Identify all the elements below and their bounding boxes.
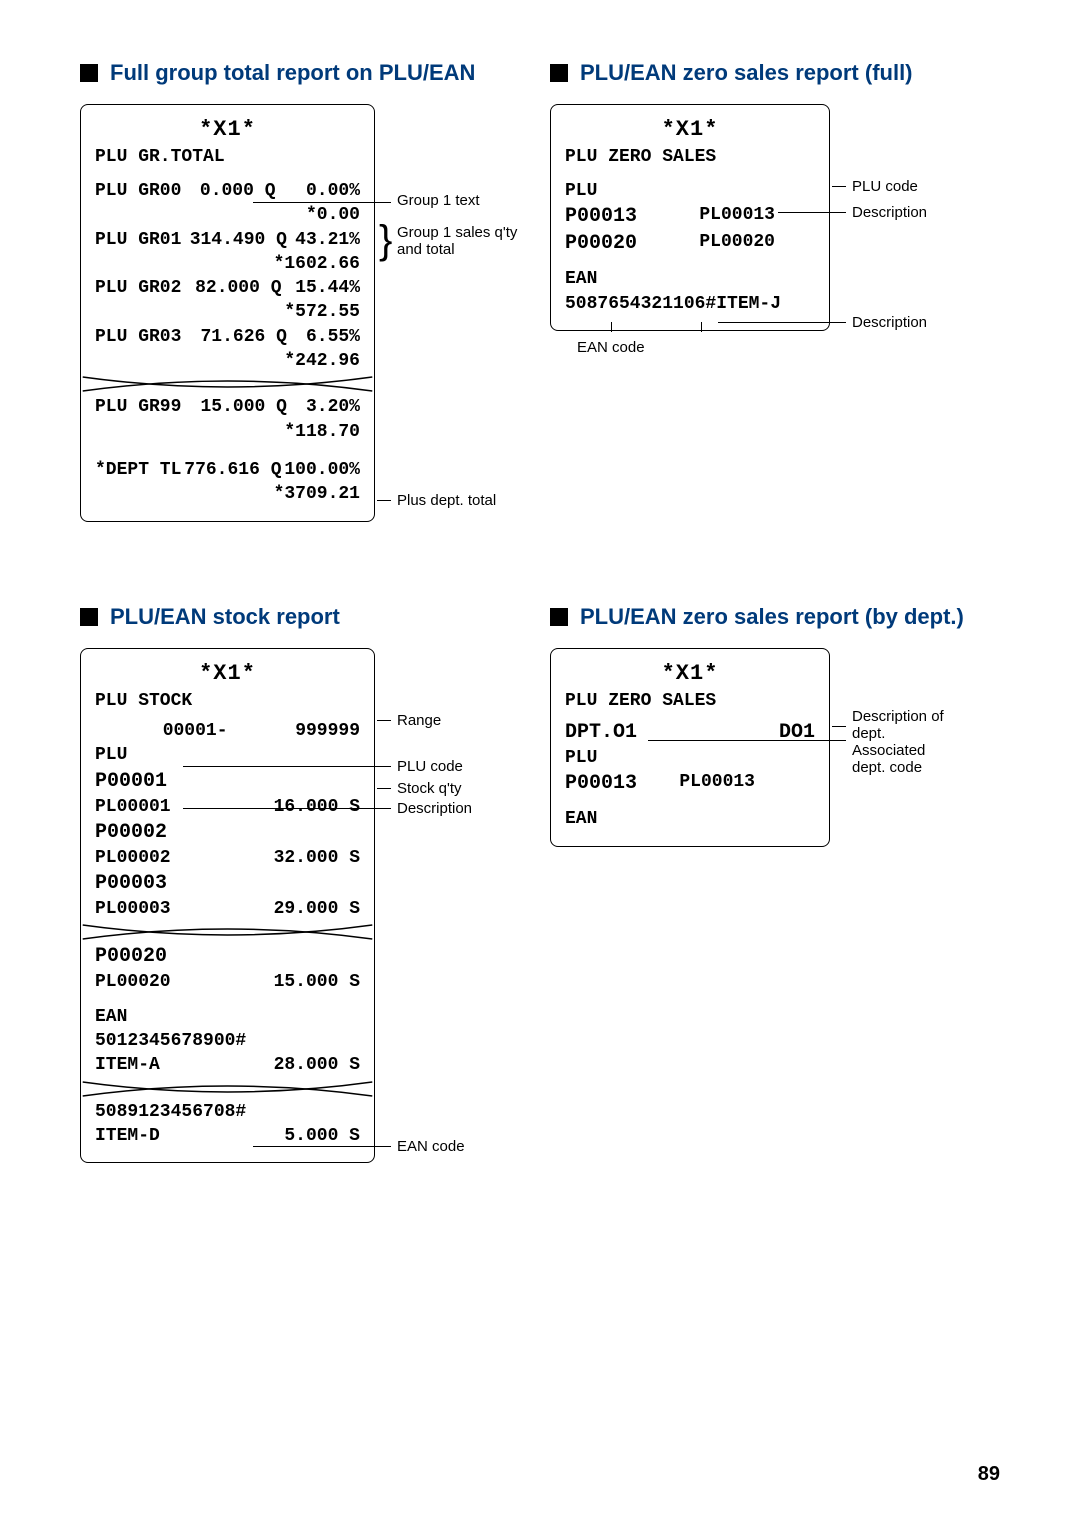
ann-group1-text: Group 1 text: [397, 192, 480, 209]
annotations-zero-dept: Description of dept. Associated dept. co…: [838, 648, 1000, 868]
title-text: PLU/EAN zero sales report (full): [580, 60, 913, 86]
title-text: PLU/EAN stock report: [110, 604, 340, 630]
range-row: 00001-999999: [95, 719, 360, 743]
plu-row: P00013PL00013: [565, 770, 815, 797]
title-zero-dept: PLU/EAN zero sales report (by dept.): [550, 604, 1000, 630]
ann-plu-code: PLU code: [397, 758, 463, 775]
receipt-tear: [95, 921, 360, 943]
bullet-square: [80, 64, 98, 82]
dept-total-row: *DEPT TL776.616 Q100.00% *3709.21: [95, 458, 360, 507]
title-text: Full group total report on PLU/EAN: [110, 60, 475, 86]
ann-plu-code: PLU code: [852, 178, 918, 195]
title-zero-full: PLU/EAN zero sales report (full): [550, 60, 1000, 86]
receipt-subheader: PLU ZERO SALES: [565, 689, 815, 713]
ean-line: 5087654321106#ITEM-J: [565, 292, 815, 316]
group-row: PLU GR0282.000 Q15.44% *572.55: [95, 276, 360, 325]
annotations-group-total: Group 1 text } Group 1 sales q'ty and to…: [383, 104, 530, 524]
ann-description2: Description: [852, 314, 927, 331]
stock-item: P00003 PL0000329.000 S: [95, 870, 360, 921]
ann-description: Description: [852, 204, 927, 221]
ann-desc-of-dept: Description of dept.: [852, 708, 944, 742]
receipt-tear: [95, 373, 360, 395]
plu-label: PLU: [565, 179, 815, 203]
ann-description: Description: [397, 800, 472, 817]
stock-item: P00020 PL0002015.000 S: [95, 943, 360, 994]
receipt-header: *X1*: [95, 659, 360, 689]
plu-row: P00020PL00020: [565, 230, 815, 257]
receipt-header: *X1*: [565, 659, 815, 689]
stock-item: P00001 PL0000116.000 S: [95, 768, 360, 819]
ann-range: Range: [397, 712, 441, 729]
bullet-square: [550, 608, 568, 626]
ean-label: EAN: [95, 1005, 360, 1029]
section-stock: PLU/EAN stock report *X1* PLU STOCK 0000…: [80, 604, 530, 1208]
receipt-zero-dept: *X1* PLU ZERO SALES DPT.O1DO1 PLU P00013…: [550, 648, 830, 847]
group-row: PLU GR000.000 Q0.00% *0.00: [95, 179, 360, 228]
receipt-zero-full: *X1* PLU ZERO SALES PLU P00013PL00013 P0…: [550, 104, 830, 331]
bullet-square: [550, 64, 568, 82]
annotations-zero-full: PLU code Description Description: [838, 104, 1000, 364]
section-zero-dept: PLU/EAN zero sales report (by dept.) *X1…: [550, 604, 1000, 1208]
plu-label: PLU: [95, 743, 360, 767]
title-text: PLU/EAN zero sales report (by dept.): [580, 604, 964, 630]
receipt-header: *X1*: [95, 115, 360, 145]
title-group-total: Full group total report on PLU/EAN: [80, 60, 530, 86]
ean-item: 5089123456708# ITEM-D5.000 S: [95, 1100, 360, 1149]
ann-group1-sales: Group 1 sales q'ty and total: [397, 224, 517, 258]
bullet-square: [80, 608, 98, 626]
stock-item: P00002 PL0000232.000 S: [95, 819, 360, 870]
ann-stock-qty: Stock q'ty: [397, 780, 462, 797]
plu-label: PLU: [565, 746, 815, 770]
receipt-subheader: PLU ZERO SALES: [565, 145, 815, 169]
ann-ean-code: EAN code: [397, 1138, 465, 1155]
group-row: PLU GR01314.490 Q43.21% *1602.66: [95, 228, 360, 277]
receipt-group-total: *X1* PLU GR.TOTAL PLU GR000.000 Q0.00% *…: [80, 104, 375, 522]
group-row: PLU GR9915.000 Q3.20% *118.70: [95, 395, 360, 444]
ean-item: 5012345678900# ITEM-A28.000 S: [95, 1029, 360, 1078]
annotations-stock: Range PLU code Stock q'ty Description EA…: [383, 648, 530, 1208]
section-zero-full: PLU/EAN zero sales report (full) *X1* PL…: [550, 60, 1000, 524]
title-stock: PLU/EAN stock report: [80, 604, 530, 630]
page-number: 89: [978, 1463, 1000, 1486]
ann-ean-code-under: EAN code: [577, 338, 645, 358]
ann-plus-dept-total: Plus dept. total: [397, 492, 496, 509]
ean-label: EAN: [565, 807, 815, 831]
receipt-subheader: PLU GR.TOTAL: [95, 145, 360, 169]
receipt-tear: [95, 1078, 360, 1100]
receipt-subheader: PLU STOCK: [95, 689, 360, 713]
ann-assoc-dept-code: Associated dept. code: [852, 742, 925, 776]
dept-row: DPT.O1DO1: [565, 719, 815, 746]
receipt-stock: *X1* PLU STOCK 00001-999999 PLU P00001 P…: [80, 648, 375, 1163]
section-group-total: Full group total report on PLU/EAN *X1* …: [80, 60, 530, 524]
plu-row: P00013PL00013: [565, 203, 815, 230]
ean-label: EAN: [565, 267, 815, 291]
group-row: PLU GR0371.626 Q6.55% *242.96: [95, 325, 360, 374]
receipt-header: *X1*: [565, 115, 815, 145]
